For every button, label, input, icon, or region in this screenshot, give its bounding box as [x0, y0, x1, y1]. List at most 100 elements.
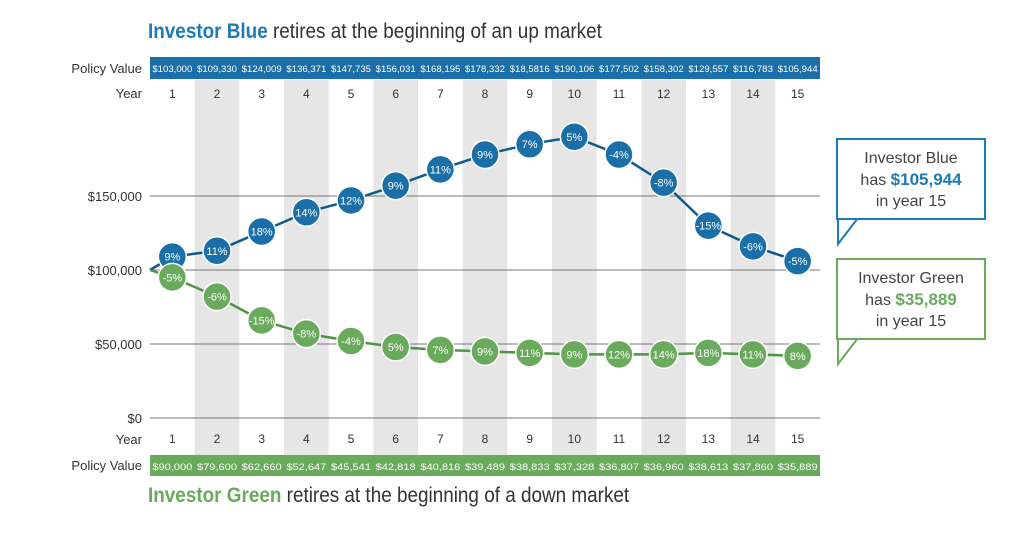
data-label-blue: -8%: [654, 178, 674, 190]
policy-value-blue: $190,106: [554, 64, 594, 74]
x-tick-label-bottom: 9: [526, 432, 533, 446]
policy-value-green: $52,647: [286, 462, 326, 472]
x-tick-label-top: 1: [169, 87, 176, 101]
x-tick-label-top: 13: [702, 87, 716, 101]
policy-value-green: $62,660: [242, 462, 282, 472]
x-tick-label-bottom: 12: [657, 432, 671, 446]
policy-value-green: $36,960: [644, 462, 684, 472]
title-top-bold: Investor Blue: [148, 20, 268, 43]
title-top-rest: retires at the beginning of an up market: [267, 20, 602, 43]
data-point-blue: [246, 216, 277, 247]
data-label-green: -15%: [249, 315, 275, 327]
y-tick-label: $150,000: [88, 189, 142, 204]
column-band: [641, 80, 686, 455]
data-point-blue: [782, 246, 813, 276]
policy-value-blue: $158,302: [644, 64, 684, 74]
data-point-blue: [291, 197, 322, 228]
x-tick-label-top: 6: [392, 87, 399, 101]
data-label-green: -4%: [341, 336, 361, 348]
callout-blue-line3: in year 15: [875, 193, 947, 210]
x-tick-label-bottom: 1: [169, 432, 176, 446]
x-tick-label-top: 12: [657, 87, 671, 101]
data-point-blue: [425, 154, 456, 185]
column-band: [730, 80, 776, 455]
policy-value-bar-top: [150, 57, 820, 79]
x-tick-label-bottom: 6: [392, 432, 399, 446]
callout-green-has: has: [865, 292, 896, 309]
x-tick-label-top: 2: [214, 87, 221, 101]
policy-value-green: $38,833: [510, 462, 550, 472]
data-point-green: [336, 326, 366, 356]
policy-value-green: $42,818: [376, 462, 416, 472]
column-band: [373, 80, 418, 455]
chart-title-bottom: Investor Green retires at the beginning …: [148, 484, 629, 508]
policy-value-green: $36,807: [599, 462, 639, 472]
data-point-green: [738, 339, 768, 370]
callout-blue-amount: $105,944: [890, 170, 962, 189]
callout-blue-line2: has $105,944: [838, 169, 984, 191]
data-label-green: 11%: [519, 348, 540, 360]
data-point-blue: [604, 139, 634, 170]
x-tick-label-bottom: 7: [437, 432, 444, 446]
x-tick-label-bottom: 8: [482, 432, 489, 446]
x-tick-label-bottom: 13: [702, 432, 716, 446]
data-label-green: 14%: [653, 349, 675, 361]
callout-green-tail: [837, 337, 861, 367]
data-point-green: [380, 332, 411, 362]
data-point-green: [246, 305, 277, 336]
y-tick-label: $100,000: [88, 263, 142, 278]
data-label-blue: 12%: [340, 195, 362, 207]
data-point-blue: [738, 231, 768, 262]
x-tick-label-top: 7: [437, 87, 444, 101]
callout-green-amount: $35,889: [895, 290, 957, 309]
policy-value-blue: $105,944: [778, 64, 818, 74]
policy-value-bar-bottom: [150, 455, 820, 476]
policy-value-green: $37,328: [554, 462, 594, 472]
data-point-blue: [202, 236, 232, 266]
column-band: [462, 80, 508, 455]
data-point-green: [202, 281, 232, 312]
data-point-green: [648, 339, 679, 370]
data-label-blue: 9%: [164, 252, 180, 264]
policy-value-green: $40,816: [420, 462, 460, 472]
policy-value-blue: $147,735: [331, 64, 371, 74]
data-label-blue: -5%: [788, 256, 808, 268]
data-label-blue: 9%: [388, 181, 404, 193]
data-point-green: [157, 262, 188, 293]
data-label-green: 12%: [608, 349, 630, 361]
policy-value-green: $45,541: [331, 462, 371, 472]
data-point-green: [470, 336, 500, 367]
x-tick-label-bottom: 5: [348, 432, 355, 446]
policy-value-blue: $18,5816: [510, 64, 550, 74]
data-label-green: 11%: [742, 349, 763, 361]
title-bottom-bold: Investor Green: [148, 484, 282, 507]
x-tick-label-top: 8: [482, 87, 489, 101]
x-tick-label-bottom: 3: [258, 432, 265, 446]
data-point-blue: [380, 170, 411, 201]
data-label-blue: 9%: [477, 150, 493, 162]
data-point-green: [782, 341, 813, 371]
callout-blue-has: has: [860, 172, 891, 189]
x-tick-label-top: 15: [791, 87, 805, 101]
series-line-blue: [149, 135, 799, 272]
data-point-green: [291, 318, 322, 349]
data-label-green: -5%: [163, 272, 183, 284]
policy-value-blue: $168,195: [420, 64, 460, 74]
x-tick-label-bottom: 14: [746, 432, 760, 446]
data-label-green: 7%: [432, 345, 448, 357]
x-tick-label-bottom: 10: [568, 432, 582, 446]
data-label-blue: 14%: [295, 207, 317, 219]
data-label-blue: 11%: [430, 164, 451, 176]
x-tick-label-bottom: 2: [214, 432, 221, 446]
data-point-green: [514, 338, 545, 368]
policy-value-blue: $156,031: [376, 64, 416, 74]
data-label-blue: -6%: [743, 241, 763, 253]
policy-value-blue: $103,000: [152, 64, 192, 74]
data-point-green: [425, 335, 456, 365]
policy-value-green: $79,600: [197, 462, 237, 472]
x-tick-label-top: 10: [568, 87, 582, 101]
data-point-blue: [648, 167, 679, 198]
x-tick-label-top: 3: [258, 87, 265, 101]
data-point-blue: [514, 129, 545, 159]
